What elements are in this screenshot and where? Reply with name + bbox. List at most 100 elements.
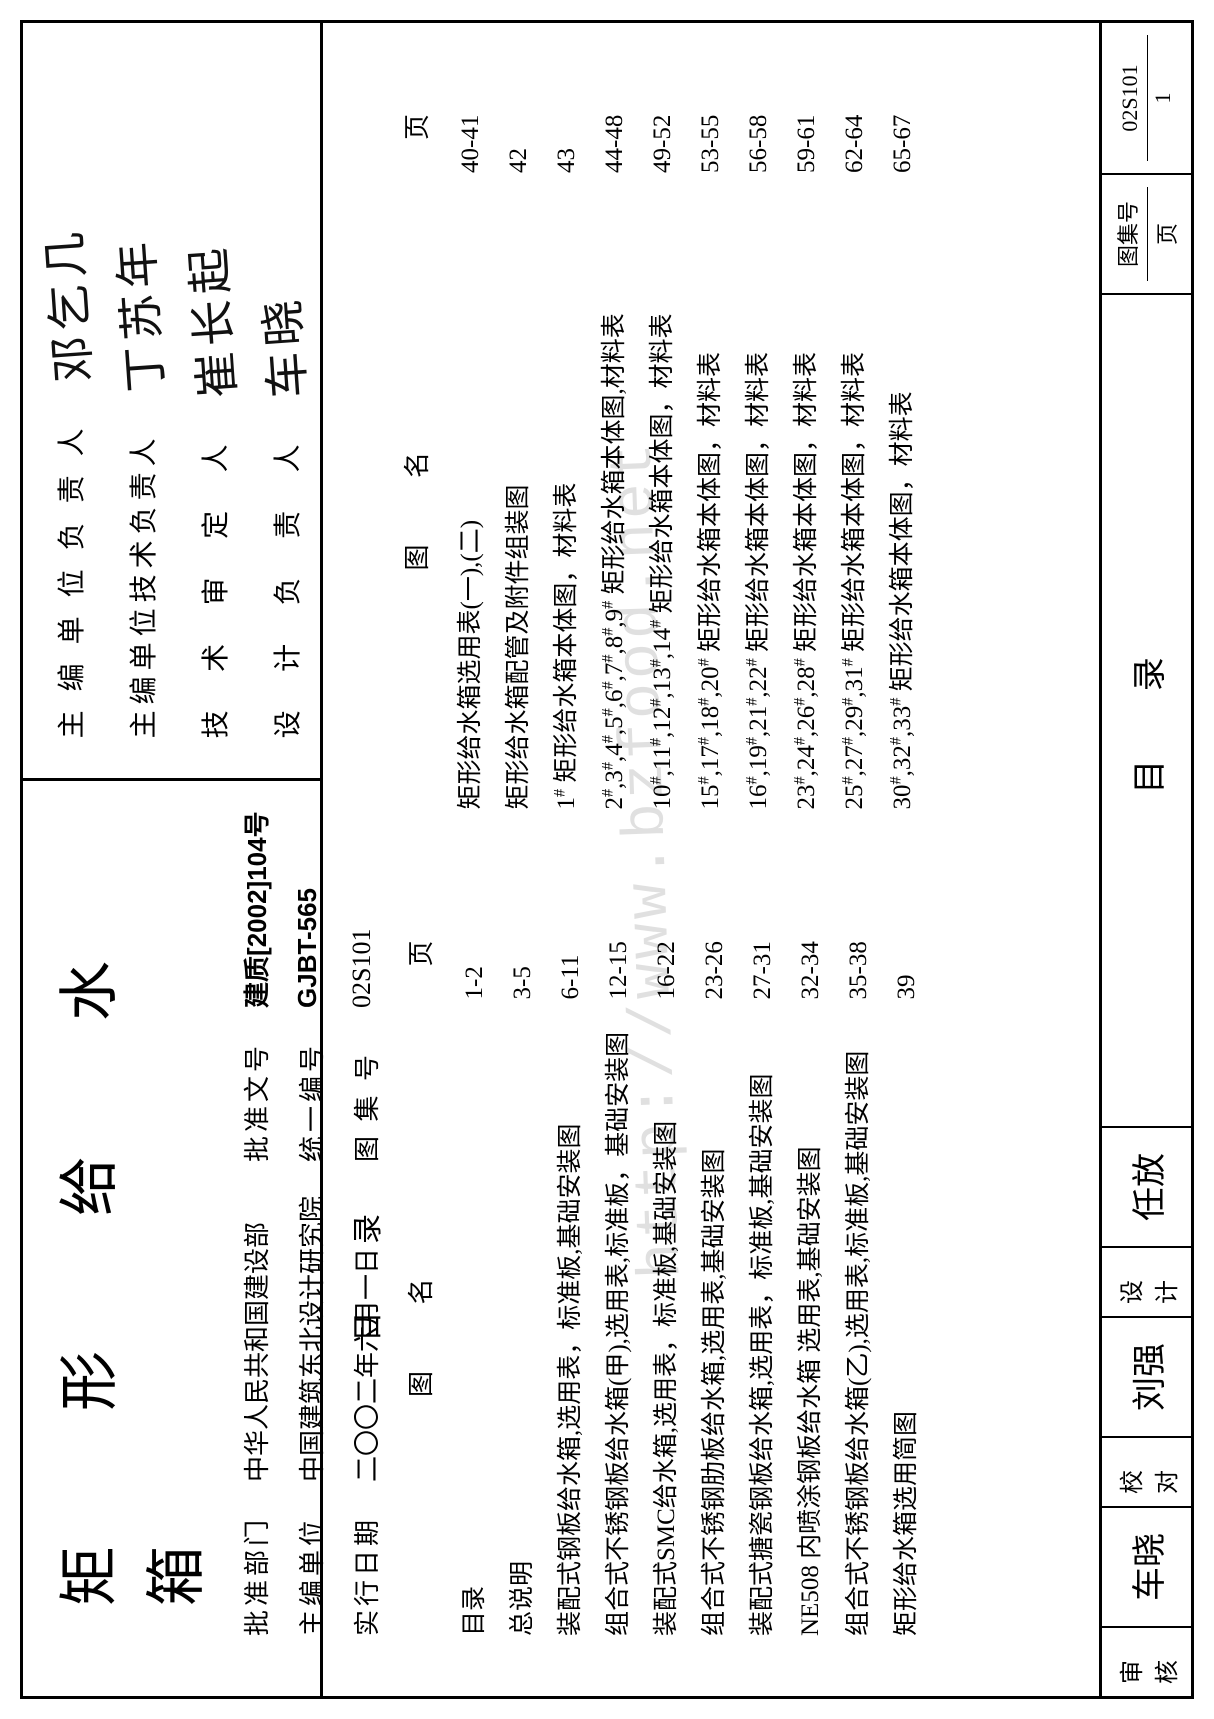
header-left: 矩 形 给 水 箱 批准部门 中华人民共和国建设部 批准文号 建质[2002]1… <box>23 778 320 1696</box>
toc-entry-page: 35-38 <box>845 890 873 1000</box>
toc-entry-name: 总说明 <box>502 1014 538 1637</box>
toc-entry-name: 16#,19#,21#,22# 矩形给水箱本体图，材料表 <box>738 187 774 810</box>
role-label: 主 编 单 位 负 责 人 <box>50 422 90 738</box>
toc-row: 组合式不锈钢肋板给水箱,选用表,基础安装图 23-26 <box>694 890 730 1637</box>
toc-row: 16#,19#,21#,22# 矩形给水箱本体图，材料表56-58 <box>738 63 774 810</box>
atlas-value: 02S101 <box>1117 35 1148 161</box>
toc-left-list: 目录 1-2 总说明 3-5 装配式钢板给水箱,选用表，标准板,基础安装图6-11 组合式… <box>454 890 922 1637</box>
role-row: 技 术 审 定 人 崔长起 <box>191 53 237 738</box>
toc-entry-name: 装配式搪瓷钢板给水箱,选用表，标准板,基础安装图 <box>742 1014 778 1637</box>
toc-entry-page: 23-26 <box>701 890 729 1000</box>
approve-dept: 中华人民共和国建设部 <box>237 1196 274 1482</box>
toc-entry-page: 49-52 <box>649 63 677 173</box>
design-signature: 任放 <box>1102 1126 1191 1246</box>
toc-row: 组合式不锈钢板给水箱(甲),选用表,标准板，基础安装图 12-15 <box>598 890 634 1637</box>
drawing-sheet: 矩 形 给 水 箱 批准部门 中华人民共和国建设部 批准文号 建质[2002]1… <box>20 20 1194 1699</box>
toc-entry-name: 25#,27#,29#,31# 矩形给水箱本体图，材料表 <box>834 187 870 810</box>
toc-entry-page: 12-15 <box>605 890 633 1000</box>
toc-header-row: 图 名 页 <box>397 63 434 810</box>
toc-row: 30#,32#,33# 矩形给水箱本体图，材料表65-67 <box>882 63 918 810</box>
toc-entry-name: 目录 <box>454 1014 490 1637</box>
proof-signature: 刘强 <box>1102 1316 1191 1436</box>
page-value: 1 <box>1150 93 1176 104</box>
signature: 邓乞几 <box>42 225 99 384</box>
toc-right-list: 矩形给水箱选用表(一),(二) 40-41 矩形给水箱配管及附件组装图 42 1# 矩形… <box>450 63 918 810</box>
toc-entry-name: NE508 内喷涂钢板给水箱 选用表,基础安装图 <box>790 1014 826 1637</box>
toc-entry-name: 1# 矩形给水箱本体图，材料表 <box>546 187 582 810</box>
toc-entry-name: 2#,3#,4#,5#,6#,7#,8#,9# 矩形给水箱本体图,材料表 <box>594 187 630 810</box>
toc-entry-page: 53-55 <box>697 63 725 173</box>
toc-entry-page: 42 <box>505 63 533 173</box>
role-row: 主 编 单 位 负 责 人 邓乞几 <box>47 53 93 738</box>
responsible-persons: 主 编 单 位 负 责 人 邓乞几 主编单位技术负责人 丁苏年 技 术 审 定 … <box>41 53 309 738</box>
signature: 丁苏年 <box>114 235 171 394</box>
col-name-header: 图 名 <box>401 1010 438 1637</box>
toc-left-column: 目 录 图 名 页 目录 1-2 总说明 3-5 装配式钢板给水箱,选用表，标准板,基础… <box>323 850 1099 1697</box>
toc-entry-page: 3-5 <box>509 890 537 1000</box>
toc-entry-page: 16-22 <box>653 890 681 1000</box>
toc-row: 25#,27#,29#,31# 矩形给水箱本体图，材料表 62-64 <box>834 63 870 810</box>
toc-entry-name: 组合式不锈钢板给水箱(乙),选用表,标准板,基础安装图 <box>838 1014 874 1637</box>
toc-entry-page: 43 <box>553 63 581 173</box>
toc-row: 矩形给水箱选用表(一),(二) 40-41 <box>450 63 486 810</box>
toc-entry-page: 27-31 <box>749 890 777 1000</box>
toc-entry-page: 44-48 <box>601 63 629 173</box>
toc-entry-name: 组合式不锈钢板给水箱(甲),选用表,标准板，基础安装图 <box>598 1014 634 1637</box>
toc-entry-page: 32-34 <box>797 890 825 1000</box>
toc-row: 矩形给水箱选用简图 39 <box>886 890 922 1637</box>
toc-entry-name: 23#,24#,26#,28# 矩形给水箱本体图，材料表 <box>786 187 822 810</box>
toc-row: 目录 1-2 <box>454 890 490 1637</box>
toc-row: 1# 矩形给水箱本体图，材料表 43 <box>546 63 582 810</box>
atlas-cell: 图集号 页 <box>1102 173 1191 293</box>
toc-entry-name: 矩形给水箱选用表(一),(二) <box>450 187 486 810</box>
atlas-values: 02S101 1 <box>1102 23 1191 173</box>
toc-entry-name: 矩形给水箱选用简图 <box>886 1014 922 1637</box>
document-title: 矩 形 给 水 箱 <box>41 811 215 1636</box>
signature: 崔长起 <box>186 241 243 400</box>
body: http://www.bzfood.net 目 录 图 名 页 目录1-2总说明… <box>323 23 1099 1696</box>
toc-row: 总说明 3-5 <box>502 890 538 1637</box>
toc-row: NE508 内喷涂钢板给水箱 选用表,基础安装图 32-34 <box>790 890 826 1637</box>
toc-entry-page: 59-61 <box>793 63 821 173</box>
toc-entry-name: 10#,11#,12#,13#,14# 矩形给水箱本体图，材料表 <box>642 187 678 810</box>
atlas-label: 图集号 <box>1111 187 1148 281</box>
toc-row: 装配式钢板给水箱,选用表，标准板,基础安装图6-11 <box>550 890 586 1637</box>
approve-dept-label: 批准部门 <box>237 1516 274 1636</box>
sheet-title: 目 录 <box>1102 293 1191 1126</box>
toc-entry-name: 装配式SMC给水箱,选用表，标准板,基础安装图 <box>646 1014 682 1637</box>
role-label: 主编单位技术负责人 <box>122 432 162 738</box>
toc-entry-name: 15#,17#,18#,20# 矩形给水箱本体图，材料表 <box>690 187 726 810</box>
toc-entry-page: 1-2 <box>461 890 489 1000</box>
toc-row: 组合式不锈钢板给水箱(乙),选用表,标准板,基础安装图 35-38 <box>838 890 874 1637</box>
toc-row: 15#,17#,18#,20# 矩形给水箱本体图，材料表 53-55 <box>690 63 726 810</box>
doc-no: 建质[2002]104号 <box>237 811 274 1008</box>
page-label: 页 <box>1150 223 1182 245</box>
role-label: 设 计 负 责 人 <box>266 438 306 738</box>
toc-heading: 目 录 <box>343 890 387 1637</box>
toc-entry-page: 62-64 <box>841 63 869 173</box>
toc-row: 2#,3#,4#,5#,6#,7#,8#,9# 矩形给水箱本体图,材料表 44-4… <box>594 63 630 810</box>
col-page-header: 页 <box>401 890 438 1010</box>
check-signature: 车晓 <box>1102 1506 1191 1626</box>
design-label: 设计 <box>1102 1246 1191 1316</box>
header: 矩 形 给 水 箱 批准部门 中华人民共和国建设部 批准文号 建质[2002]1… <box>23 23 323 1696</box>
col-page-header: 页 <box>397 63 434 183</box>
header-right: 主 编 单 位 负 责 人 邓乞几 主编单位技术负责人 丁苏年 技 术 审 定 … <box>23 23 320 778</box>
doc-no-label: 批准文号 <box>237 1042 274 1162</box>
toc-entry-page: 6-11 <box>557 890 585 1000</box>
toc-entry-page: 40-41 <box>457 63 485 173</box>
proof-label: 校对 <box>1102 1436 1191 1506</box>
role-row: 设 计 负 责 人 车晓 <box>263 53 309 738</box>
role-label: 技 术 审 定 人 <box>194 438 234 738</box>
toc-entry-name: 组合式不锈钢肋板给水箱,选用表,基础安装图 <box>694 1014 730 1637</box>
role-row: 主编单位技术负责人 丁苏年 <box>119 53 165 738</box>
title-block: 审核 车晓 校对 刘强 设计 任放 目 录 图集号 页 02S101 1 <box>1099 23 1191 1696</box>
toc-entry-name: 矩形给水箱配管及附件组装图 <box>498 187 534 810</box>
toc-row: 23#,24#,26#,28# 矩形给水箱本体图，材料表 59-61 <box>786 63 822 810</box>
toc-entry-page: 39 <box>893 890 921 1000</box>
toc-entry-page: 65-67 <box>889 63 917 173</box>
toc-row: 装配式搪瓷钢板给水箱,选用表，标准板,基础安装图 27-31 <box>742 890 778 1637</box>
col-name-header: 图 名 <box>397 183 434 810</box>
toc-right-column: 图 名 页 矩形给水箱选用表(一),(二) 40-41 矩形给水箱配管及附件组装图 4… <box>323 23 1099 850</box>
toc-row: 矩形给水箱配管及附件组装图 42 <box>498 63 534 810</box>
